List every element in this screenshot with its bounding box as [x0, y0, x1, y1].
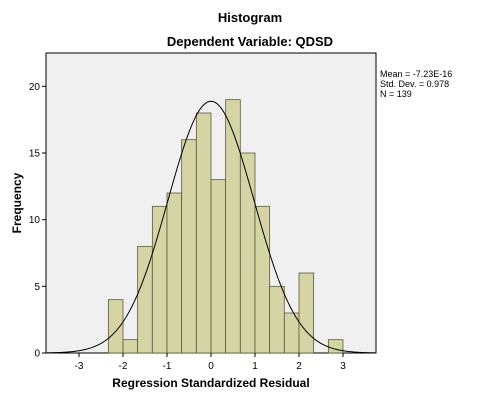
x-tick-label-5: 2	[296, 361, 302, 372]
stats-box: Mean = -7.23E-16 Std. Dev. = 0.978 N = 1…	[380, 69, 452, 99]
histogram-bar-2	[137, 245, 153, 354]
y-tick-label-2: 10	[29, 215, 41, 226]
histogram-bar-6	[195, 112, 212, 354]
x-tick-label-3: 0	[208, 361, 214, 372]
x-tick-label-1: -2	[119, 361, 128, 372]
stat-mean: Mean = -7.23E-16	[380, 69, 452, 79]
histogram-bar-9	[239, 152, 256, 354]
y-axis-ticks: 0 5 10 15 20	[29, 82, 46, 360]
histogram-bar-8	[225, 99, 241, 354]
x-axis-ticks: -3 -2 -1 0 1 2 3	[75, 353, 346, 372]
x-axis-label: Regression Standardized Residual	[112, 376, 309, 390]
stat-n: N = 139	[380, 89, 412, 99]
y-axis-label: Frequency	[10, 172, 24, 233]
y-tick-label-3: 15	[29, 149, 41, 160]
histogram-bar-4	[166, 192, 183, 354]
y-tick-label-4: 20	[29, 82, 41, 93]
histogram-bar-11	[269, 285, 285, 354]
histogram-bar-5	[181, 139, 197, 354]
normal-curve	[45, 100, 377, 354]
x-tick-label-4: 1	[252, 361, 258, 372]
x-tick-label-0: -3	[75, 361, 84, 372]
histogram-bar-15	[327, 339, 344, 354]
y-tick-label-0: 0	[34, 349, 40, 360]
histogram-bar-13	[298, 272, 315, 354]
x-tick-label-2: -1	[163, 361, 172, 372]
chart-subtitle: Dependent Variable: QDSD	[167, 34, 333, 49]
histogram-bar-7	[210, 179, 227, 354]
x-tick-label-6: 3	[340, 361, 346, 372]
stat-std-dev: Std. Dev. = 0.978	[380, 79, 449, 89]
chart-title: Histogram	[218, 10, 282, 25]
y-tick-label-1: 5	[34, 282, 40, 293]
histogram-bar-1	[122, 339, 139, 354]
histogram-bar-0	[107, 299, 124, 354]
